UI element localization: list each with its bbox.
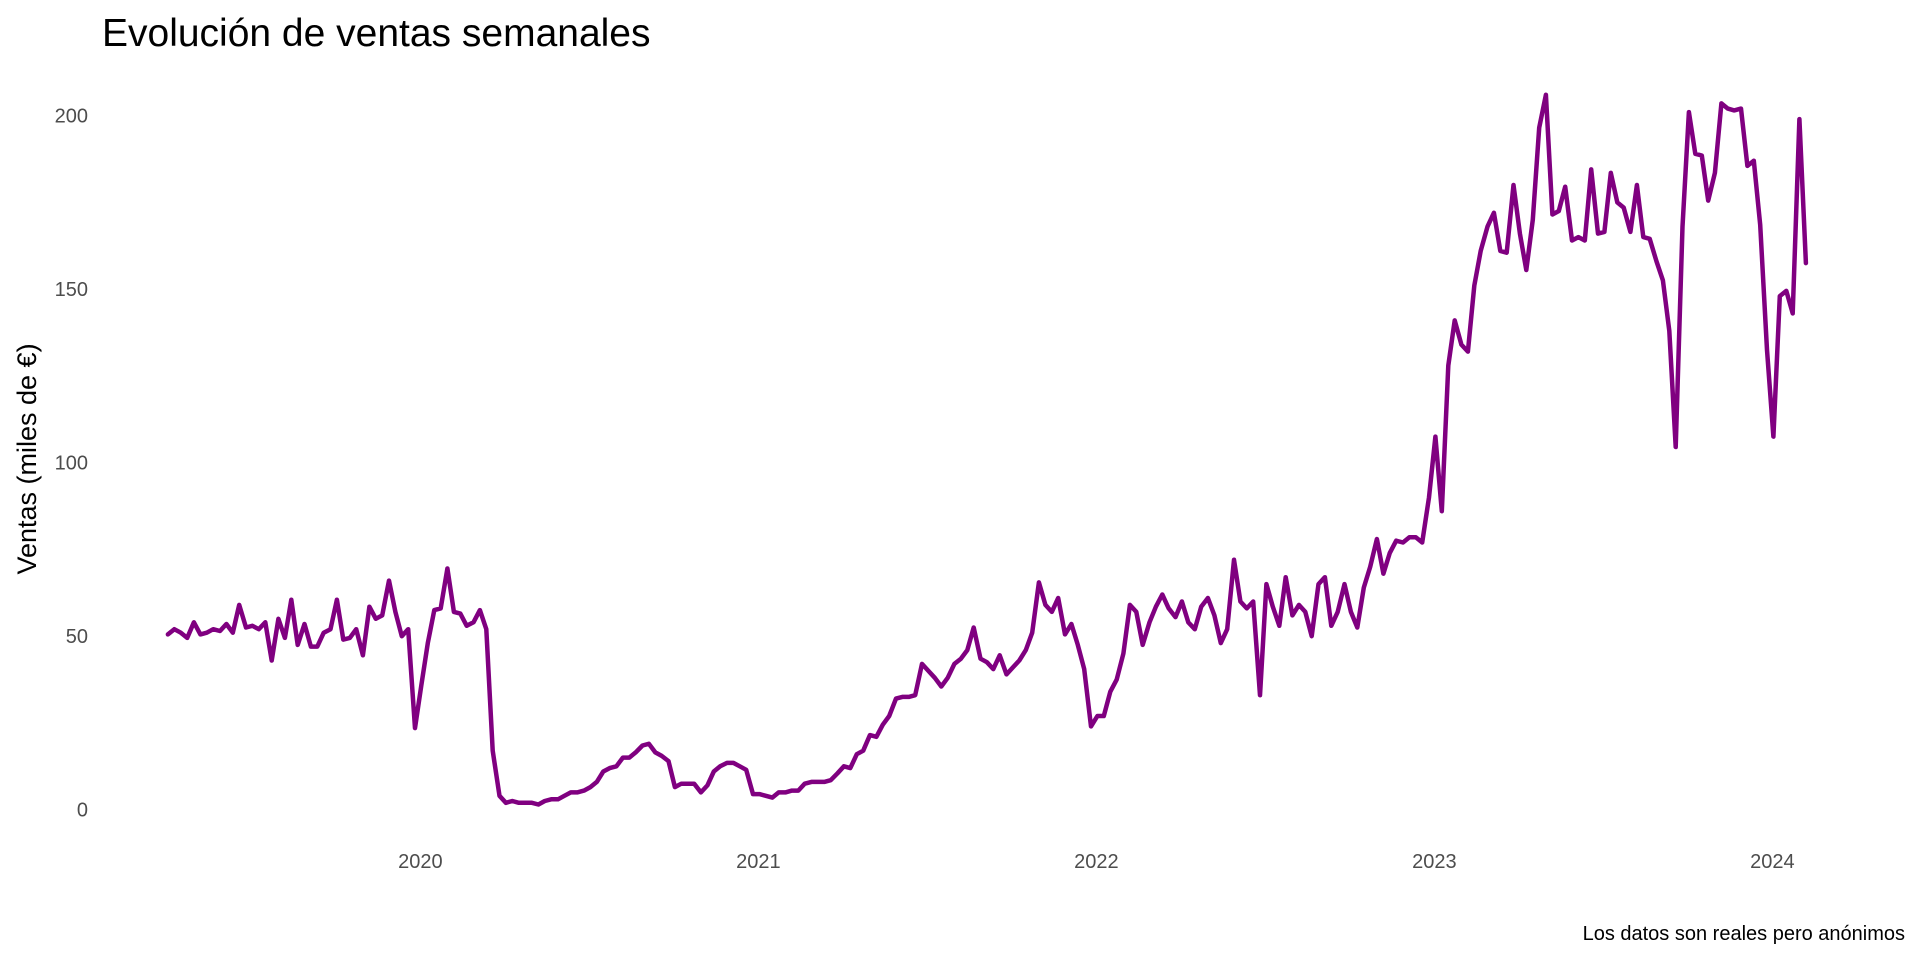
x-tick-label: 2022 <box>1074 851 1119 873</box>
y-tick-label: 0 <box>77 800 88 822</box>
y-tick-label: 150 <box>55 279 88 301</box>
y-axis-title: Ventas (miles de €) <box>12 343 42 574</box>
chart-caption: Los datos son reales pero anónimos <box>1583 923 1905 945</box>
chart-title: Evolución de ventas semanales <box>102 12 651 55</box>
x-tick-label: 2021 <box>736 851 781 873</box>
series-line <box>165 92 1809 807</box>
y-tick-label: 200 <box>55 106 88 128</box>
x-axis-ticks: 2020 2021 2022 2023 2024 <box>398 851 1795 873</box>
x-tick-label: 2020 <box>398 851 443 873</box>
y-axis-ticks: 0 50 100 150 200 <box>55 106 88 822</box>
y-tick-label: 100 <box>55 453 88 475</box>
x-tick-label: 2024 <box>1750 851 1795 873</box>
x-tick-label: 2023 <box>1412 851 1457 873</box>
y-tick-label: 50 <box>66 626 88 648</box>
